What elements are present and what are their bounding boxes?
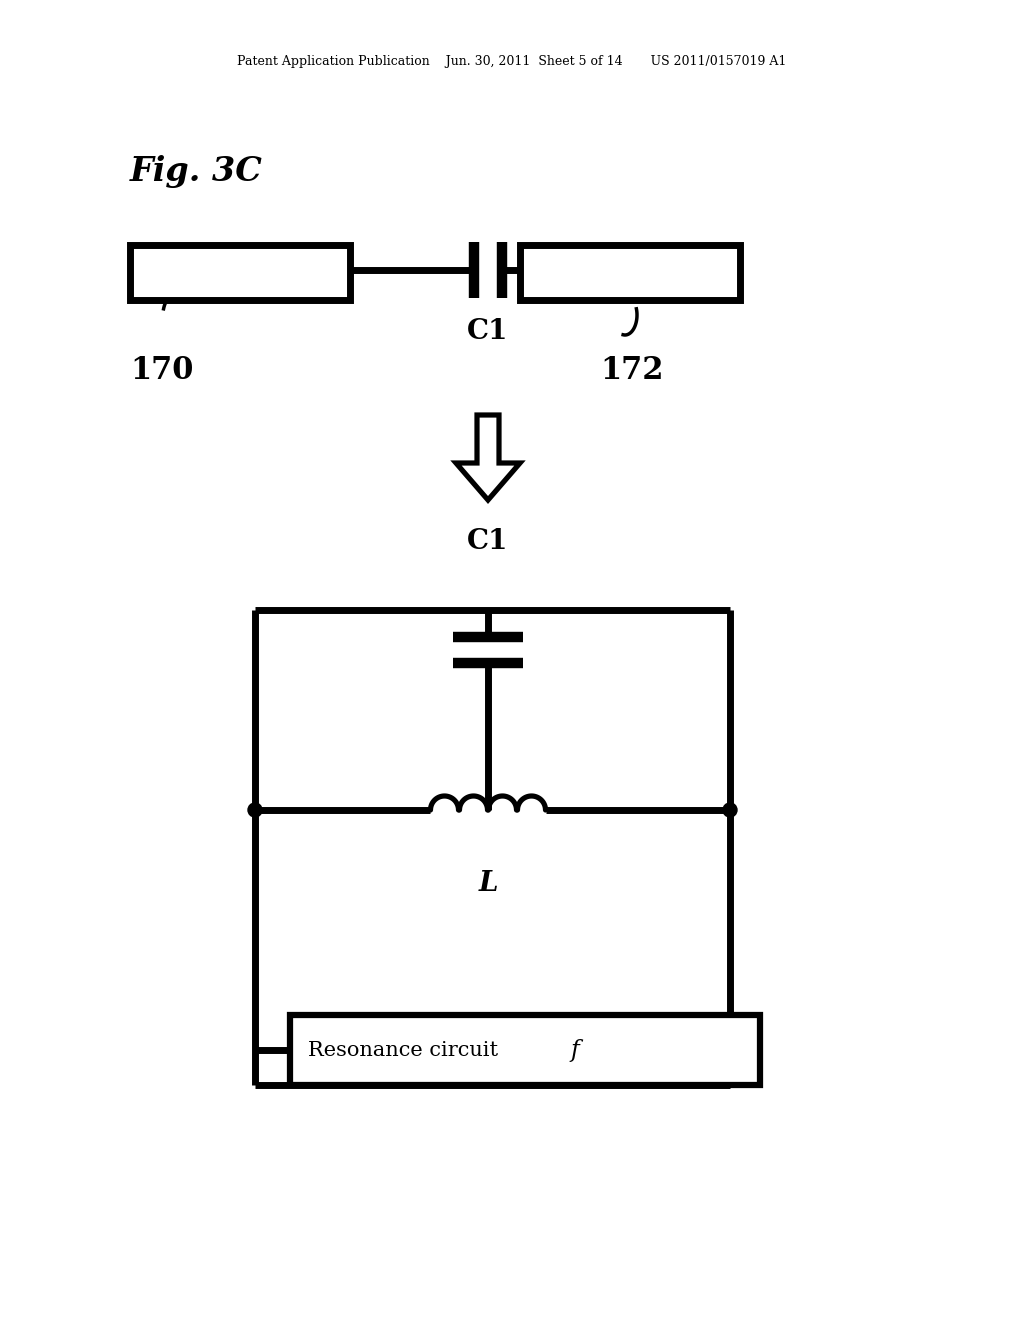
Text: 172: 172: [600, 355, 664, 385]
Bar: [520, 246, 740, 300]
Text: Fig. 3C: Fig. 3C: [130, 154, 263, 187]
Text: Patent Application Publication    Jun. 30, 2011  Sheet 5 of 14       US 2011/015: Patent Application Publication Jun. 30, …: [238, 55, 786, 69]
Polygon shape: [456, 414, 520, 500]
Circle shape: [248, 803, 262, 817]
Text: Resonance circuit: Resonance circuit: [308, 1040, 498, 1060]
Bar: [130, 246, 350, 300]
Bar: [290, 1015, 760, 1085]
Text: f: f: [570, 1039, 579, 1061]
Text: 170: 170: [130, 355, 194, 385]
Text: C1: C1: [467, 318, 509, 345]
Circle shape: [723, 803, 737, 817]
Text: L: L: [478, 870, 498, 898]
Text: C1: C1: [467, 528, 509, 554]
